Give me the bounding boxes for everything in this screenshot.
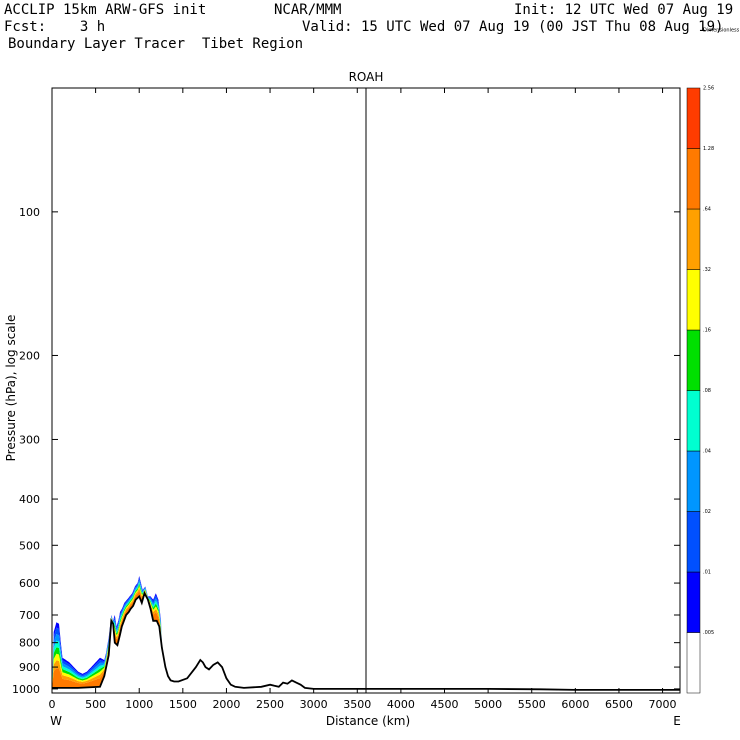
x-tick-label: 3500 xyxy=(343,698,371,711)
tracer-fills xyxy=(52,576,164,688)
x-tick-label: 6000 xyxy=(561,698,589,711)
y-axis: 100 200 300 400 500 600 700 800 900 1000 xyxy=(12,206,680,696)
colorbar-label: 1.28 xyxy=(703,146,714,152)
x-tick-label: 2000 xyxy=(212,698,240,711)
x-tick-label: 3000 xyxy=(300,698,328,711)
colorbar: .005 .01 .02 .04 .08 .16 .32 .64 1.28 2.56 Dimensi… xyxy=(686,28,740,694)
x-tick-label: 5500 xyxy=(518,698,546,711)
y-tick-label: 600 xyxy=(19,577,40,590)
x-axis: 0 500 1000 1500 2000 2500 3000 3500 4000 4500 5000… xyxy=(49,88,677,711)
colorbar-swatch xyxy=(686,450,701,512)
x-tick-label: 7000 xyxy=(649,698,677,711)
colorbar-label: .64 xyxy=(703,207,711,213)
fcst-label: Fcst: 3 h xyxy=(4,19,106,35)
tracer-band-1 xyxy=(52,587,164,688)
y-tick-label: 100 xyxy=(19,206,40,219)
colorbar-swatch xyxy=(686,148,701,210)
colorbar-swatch xyxy=(686,390,701,452)
colorbar-label: .04 xyxy=(703,449,711,455)
x-tick-label: 4000 xyxy=(387,698,415,711)
x-axis-label: Distance (km) xyxy=(326,714,410,728)
chart-title: ROAH xyxy=(349,70,384,84)
x-tick-label: 1000 xyxy=(125,698,153,711)
colorbar-label: .02 xyxy=(703,509,711,515)
colorbar-label: 2.56 xyxy=(703,86,714,92)
terrain-line xyxy=(52,590,680,691)
x-tick-label: 5000 xyxy=(474,698,502,711)
colorbar-swatch xyxy=(686,632,701,694)
y-tick-label: 400 xyxy=(19,493,40,506)
x-tick-label: 500 xyxy=(85,698,106,711)
colorbar-swatch xyxy=(686,571,701,633)
colorbar-swatch xyxy=(686,87,701,149)
colorbar-swatch xyxy=(686,329,701,391)
valid-label: Valid: 15 UTC Wed 07 Aug 19 (00 JST Thu … xyxy=(302,19,724,35)
colorbar-label: .005 xyxy=(703,630,714,636)
colorbar-label: Dimensionless xyxy=(703,28,740,34)
colorbar-label: .16 xyxy=(703,328,711,334)
x-tick-label: 6500 xyxy=(605,698,633,711)
y-tick-label: 800 xyxy=(19,637,40,650)
y-tick-label: 200 xyxy=(19,349,40,362)
colorbar-swatch xyxy=(686,208,701,270)
colorbar-label: .32 xyxy=(703,267,711,273)
init-label: Init: 12 UTC Wed 07 Aug 19 xyxy=(514,2,734,18)
x-tick-label: 1500 xyxy=(169,698,197,711)
x-tick-label: 2500 xyxy=(256,698,284,711)
colorbar-label: .01 xyxy=(703,570,711,576)
y-tick-label: 500 xyxy=(19,539,40,552)
field-label: Boundary Layer Tracer Tibet Region xyxy=(8,36,304,52)
y-tick-label: 1000 xyxy=(12,683,40,696)
y-tick-label: 900 xyxy=(19,661,40,674)
model-label: ACCLIP 15km ARW-GFS init xyxy=(4,2,207,18)
x-tick-label: 4500 xyxy=(431,698,459,711)
x-tick-label: 0 xyxy=(49,698,56,711)
west-end-label: W xyxy=(50,714,62,728)
colorbar-swatch xyxy=(686,511,701,573)
colorbar-swatch xyxy=(686,269,701,331)
org-label: NCAR/MMM xyxy=(274,2,342,18)
y-axis-label: Pressure (hPa), log scale xyxy=(4,315,18,462)
colorbar-label: .08 xyxy=(703,388,711,394)
y-tick-label: 300 xyxy=(19,433,40,446)
y-tick-label: 700 xyxy=(19,609,40,622)
plot-frame xyxy=(51,87,681,694)
east-end-label: E xyxy=(673,714,681,728)
